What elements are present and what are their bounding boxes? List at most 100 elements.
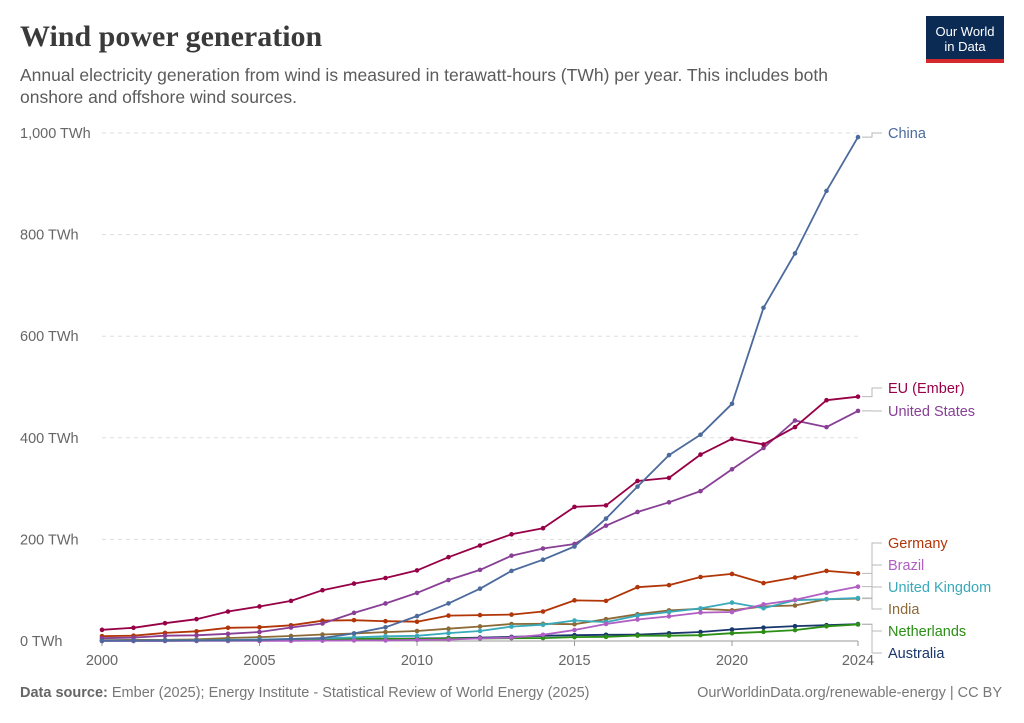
data-point[interactable] [729, 401, 735, 407]
footer-link[interactable]: OurWorldinData.org/renewable-energy | CC… [697, 685, 1002, 701]
data-point[interactable] [729, 630, 735, 636]
data-point[interactable] [792, 424, 798, 430]
data-point[interactable] [540, 635, 546, 641]
data-point[interactable] [194, 633, 199, 638]
data-point[interactable] [540, 609, 546, 614]
data-point[interactable] [414, 633, 420, 639]
data-point[interactable] [603, 634, 609, 640]
legend-label[interactable]: Germany [888, 536, 948, 552]
data-point[interactable] [351, 631, 357, 636]
data-point[interactable] [855, 394, 861, 399]
data-point[interactable] [383, 601, 388, 606]
data-point[interactable] [131, 638, 136, 643]
data-point[interactable] [698, 574, 703, 580]
data-point[interactable] [698, 606, 703, 611]
data-point[interactable] [509, 635, 514, 640]
data-point[interactable] [257, 629, 262, 635]
data-point[interactable] [635, 617, 640, 622]
data-point[interactable] [477, 612, 483, 618]
data-point[interactable] [698, 632, 703, 638]
data-point[interactable] [761, 305, 766, 311]
data-point[interactable] [414, 637, 420, 643]
data-point[interactable] [540, 557, 546, 563]
data-point[interactable] [761, 442, 766, 447]
legend-label[interactable]: EU (Ember) [888, 381, 965, 397]
data-point[interactable] [666, 582, 672, 588]
data-point[interactable] [477, 628, 483, 634]
data-point[interactable] [320, 632, 325, 637]
data-point[interactable] [729, 600, 735, 605]
data-point[interactable] [383, 624, 388, 630]
data-point[interactable] [635, 509, 640, 515]
data-point[interactable] [320, 635, 325, 641]
data-point[interactable] [603, 621, 609, 627]
data-point[interactable] [446, 577, 451, 583]
data-point[interactable] [572, 544, 577, 549]
data-point[interactable] [288, 625, 294, 630]
data-point[interactable] [414, 613, 420, 619]
data-point[interactable] [761, 445, 766, 451]
data-point[interactable] [824, 568, 829, 574]
data-point[interactable] [540, 525, 546, 531]
data-point[interactable] [194, 629, 199, 634]
data-point[interactable] [761, 580, 766, 586]
data-point[interactable] [635, 584, 640, 590]
data-point[interactable] [351, 638, 357, 643]
series-line[interactable] [101, 395, 859, 631]
data-point[interactable] [225, 631, 231, 637]
data-point[interactable] [509, 568, 514, 574]
data-point[interactable] [792, 575, 798, 580]
data-point[interactable] [792, 627, 798, 633]
data-point[interactable] [572, 598, 577, 603]
data-point[interactable] [761, 629, 766, 635]
data-point[interactable] [698, 452, 703, 457]
data-point[interactable] [603, 523, 609, 528]
data-point[interactable] [729, 627, 735, 632]
data-point[interactable] [351, 610, 357, 616]
data-point[interactable] [477, 567, 483, 573]
data-point[interactable] [446, 601, 451, 606]
data-point[interactable] [666, 500, 672, 505]
data-point[interactable] [414, 619, 420, 624]
data-point[interactable] [761, 602, 766, 607]
data-point[interactable] [351, 581, 357, 586]
data-point[interactable] [162, 620, 168, 626]
legend-label[interactable]: Brazil [888, 558, 924, 574]
data-point[interactable] [162, 638, 168, 643]
data-point[interactable] [131, 625, 136, 631]
data-point[interactable] [824, 397, 829, 403]
data-point[interactable] [257, 624, 262, 630]
data-point[interactable] [572, 504, 577, 510]
data-point[interactable] [666, 614, 672, 619]
data-point[interactable] [792, 623, 798, 629]
data-point[interactable] [824, 623, 829, 629]
data-point[interactable] [257, 604, 262, 609]
series-eu-ember-[interactable] [99, 394, 861, 633]
data-point[interactable] [792, 418, 798, 423]
data-point[interactable] [446, 613, 451, 618]
data-point[interactable] [824, 188, 829, 194]
data-point[interactable] [194, 638, 199, 643]
legend-label[interactable]: Australia [888, 646, 945, 662]
data-point[interactable] [162, 633, 168, 639]
data-point[interactable] [383, 618, 388, 624]
data-point[interactable] [855, 408, 861, 414]
data-point[interactable] [446, 630, 451, 636]
data-point[interactable] [698, 432, 703, 438]
data-point[interactable] [666, 475, 672, 481]
data-point[interactable] [225, 625, 231, 631]
data-point[interactable] [540, 632, 546, 638]
data-point[interactable] [792, 603, 798, 608]
legend-label[interactable]: Netherlands [888, 624, 966, 640]
data-point[interactable] [446, 554, 451, 560]
data-point[interactable] [824, 596, 829, 602]
data-point[interactable] [320, 587, 325, 593]
data-point[interactable] [383, 575, 388, 581]
data-point[interactable] [603, 503, 609, 508]
data-point[interactable] [729, 571, 735, 577]
data-point[interactable] [414, 590, 420, 596]
data-point[interactable] [572, 618, 577, 623]
data-point[interactable] [792, 597, 798, 603]
data-point[interactable] [414, 568, 420, 573]
data-point[interactable] [761, 625, 766, 630]
